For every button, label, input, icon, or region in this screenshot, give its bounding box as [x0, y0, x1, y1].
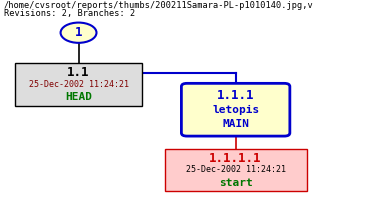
Text: 1.1.1.1: 1.1.1.1 — [209, 151, 262, 165]
Text: 1: 1 — [75, 26, 82, 39]
Text: 1.1.1: 1.1.1 — [217, 89, 254, 102]
Text: letopis: letopis — [212, 105, 259, 115]
Text: /home/cvsroot/reports/thumbs/200211Samara-PL-p1010140.jpg,v: /home/cvsroot/reports/thumbs/200211Samar… — [4, 1, 313, 10]
Text: Revisions: 2, Branches: 2: Revisions: 2, Branches: 2 — [4, 9, 135, 19]
Text: start: start — [219, 177, 252, 188]
Text: 25-Dec-2002 11:24:21: 25-Dec-2002 11:24:21 — [186, 165, 286, 174]
Text: 1.1: 1.1 — [67, 66, 90, 79]
FancyBboxPatch shape — [165, 149, 307, 191]
FancyBboxPatch shape — [181, 83, 290, 136]
Text: MAIN: MAIN — [222, 119, 249, 129]
Text: 25-Dec-2002 11:24:21: 25-Dec-2002 11:24:21 — [28, 80, 129, 89]
Circle shape — [61, 23, 96, 43]
Text: HEAD: HEAD — [65, 92, 92, 102]
FancyBboxPatch shape — [15, 63, 142, 106]
